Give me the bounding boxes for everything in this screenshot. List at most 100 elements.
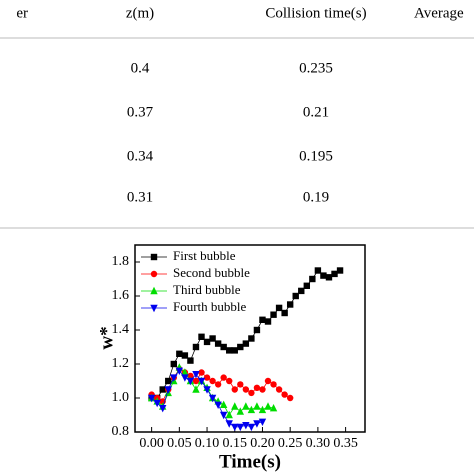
- marker: [264, 402, 272, 410]
- marker: [331, 270, 338, 278]
- marker: [197, 377, 206, 386]
- marker: [259, 386, 266, 393]
- table-cell: 0.235: [299, 60, 333, 76]
- x-tick-label: 0.05: [167, 436, 192, 451]
- marker: [220, 374, 227, 381]
- legend-marker: [150, 304, 158, 313]
- legend-label: Third bubble: [173, 282, 241, 297]
- marker: [219, 411, 228, 420]
- marker: [170, 360, 177, 368]
- marker: [187, 372, 194, 380]
- marker: [198, 369, 205, 376]
- marker: [159, 405, 167, 413]
- marker: [264, 318, 272, 325]
- x-tick-label: 0.30: [306, 436, 331, 451]
- marker: [314, 267, 322, 274]
- table-header: Average: [414, 5, 464, 21]
- marker: [231, 423, 239, 432]
- marker: [214, 381, 222, 388]
- marker: [219, 400, 228, 408]
- marker: [198, 333, 205, 340]
- marker: [236, 423, 245, 432]
- marker: [226, 347, 233, 354]
- y-axis-label: w*: [96, 326, 117, 349]
- marker: [214, 340, 222, 347]
- plot-frame: [134, 244, 366, 433]
- marker: [231, 347, 238, 354]
- table-cell: 0.21: [303, 104, 329, 120]
- marker: [292, 292, 299, 300]
- x-tick-label: 0.15: [223, 436, 248, 451]
- legend-label: Second bubble: [173, 265, 250, 280]
- marker: [286, 301, 294, 308]
- marker: [203, 374, 211, 381]
- marker: [231, 386, 238, 393]
- legend-marker: [150, 270, 158, 278]
- marker: [247, 423, 256, 432]
- marker: [309, 275, 316, 283]
- marker: [303, 282, 311, 289]
- legend-label: Fourth bubble: [173, 299, 247, 314]
- marker: [242, 422, 250, 430]
- marker: [203, 386, 211, 394]
- marker: [270, 381, 277, 388]
- y-tick-label: 1.8: [112, 254, 130, 269]
- marker: [203, 338, 211, 346]
- marker: [165, 377, 172, 385]
- marker: [281, 391, 288, 398]
- marker: [253, 420, 261, 428]
- marker: [253, 402, 261, 410]
- marker: [226, 377, 233, 385]
- marker: [298, 287, 305, 295]
- marker: [275, 304, 283, 312]
- marker: [192, 377, 200, 385]
- marker: [253, 326, 261, 334]
- marker: [264, 377, 272, 385]
- table-cell: 0.4: [131, 60, 150, 76]
- marker: [186, 377, 195, 386]
- table-cell: 0.34: [127, 148, 154, 164]
- x-tick-label: 0.20: [250, 436, 275, 451]
- table-header: Collision time(s): [265, 5, 366, 21]
- marker: [231, 402, 239, 410]
- marker: [247, 405, 256, 414]
- marker: [225, 420, 233, 428]
- legend-marker: [150, 286, 158, 295]
- marker: [242, 402, 250, 410]
- marker: [159, 386, 166, 393]
- x-tick-label: 0.10: [195, 436, 220, 451]
- marker: [176, 350, 183, 357]
- marker: [248, 389, 255, 397]
- marker: [164, 386, 172, 394]
- x-tick-label: 0.25: [278, 436, 303, 451]
- marker: [325, 274, 333, 281]
- marker: [181, 374, 189, 382]
- marker: [214, 401, 222, 409]
- marker: [248, 335, 255, 342]
- marker: [237, 381, 244, 388]
- y-tick-label: 1.4: [112, 322, 130, 337]
- marker: [237, 343, 244, 351]
- marker: [208, 394, 217, 403]
- marker: [275, 386, 283, 393]
- marker: [259, 316, 266, 323]
- marker: [320, 272, 327, 279]
- marker: [253, 384, 261, 391]
- marker: [153, 399, 161, 408]
- marker: [170, 374, 178, 382]
- table-cell: 0.31: [127, 189, 153, 205]
- marker: [187, 357, 194, 364]
- marker: [336, 267, 344, 274]
- marker: [242, 386, 250, 393]
- y-tick-label: 0.8: [112, 424, 130, 439]
- legend-marker: [150, 253, 158, 261]
- marker: [236, 407, 245, 415]
- marker: [181, 368, 189, 376]
- marker: [192, 371, 200, 379]
- marker: [281, 309, 288, 317]
- table-cell: 0.19: [303, 189, 329, 205]
- x-tick-label: 0.35: [333, 436, 358, 451]
- marker: [192, 343, 200, 351]
